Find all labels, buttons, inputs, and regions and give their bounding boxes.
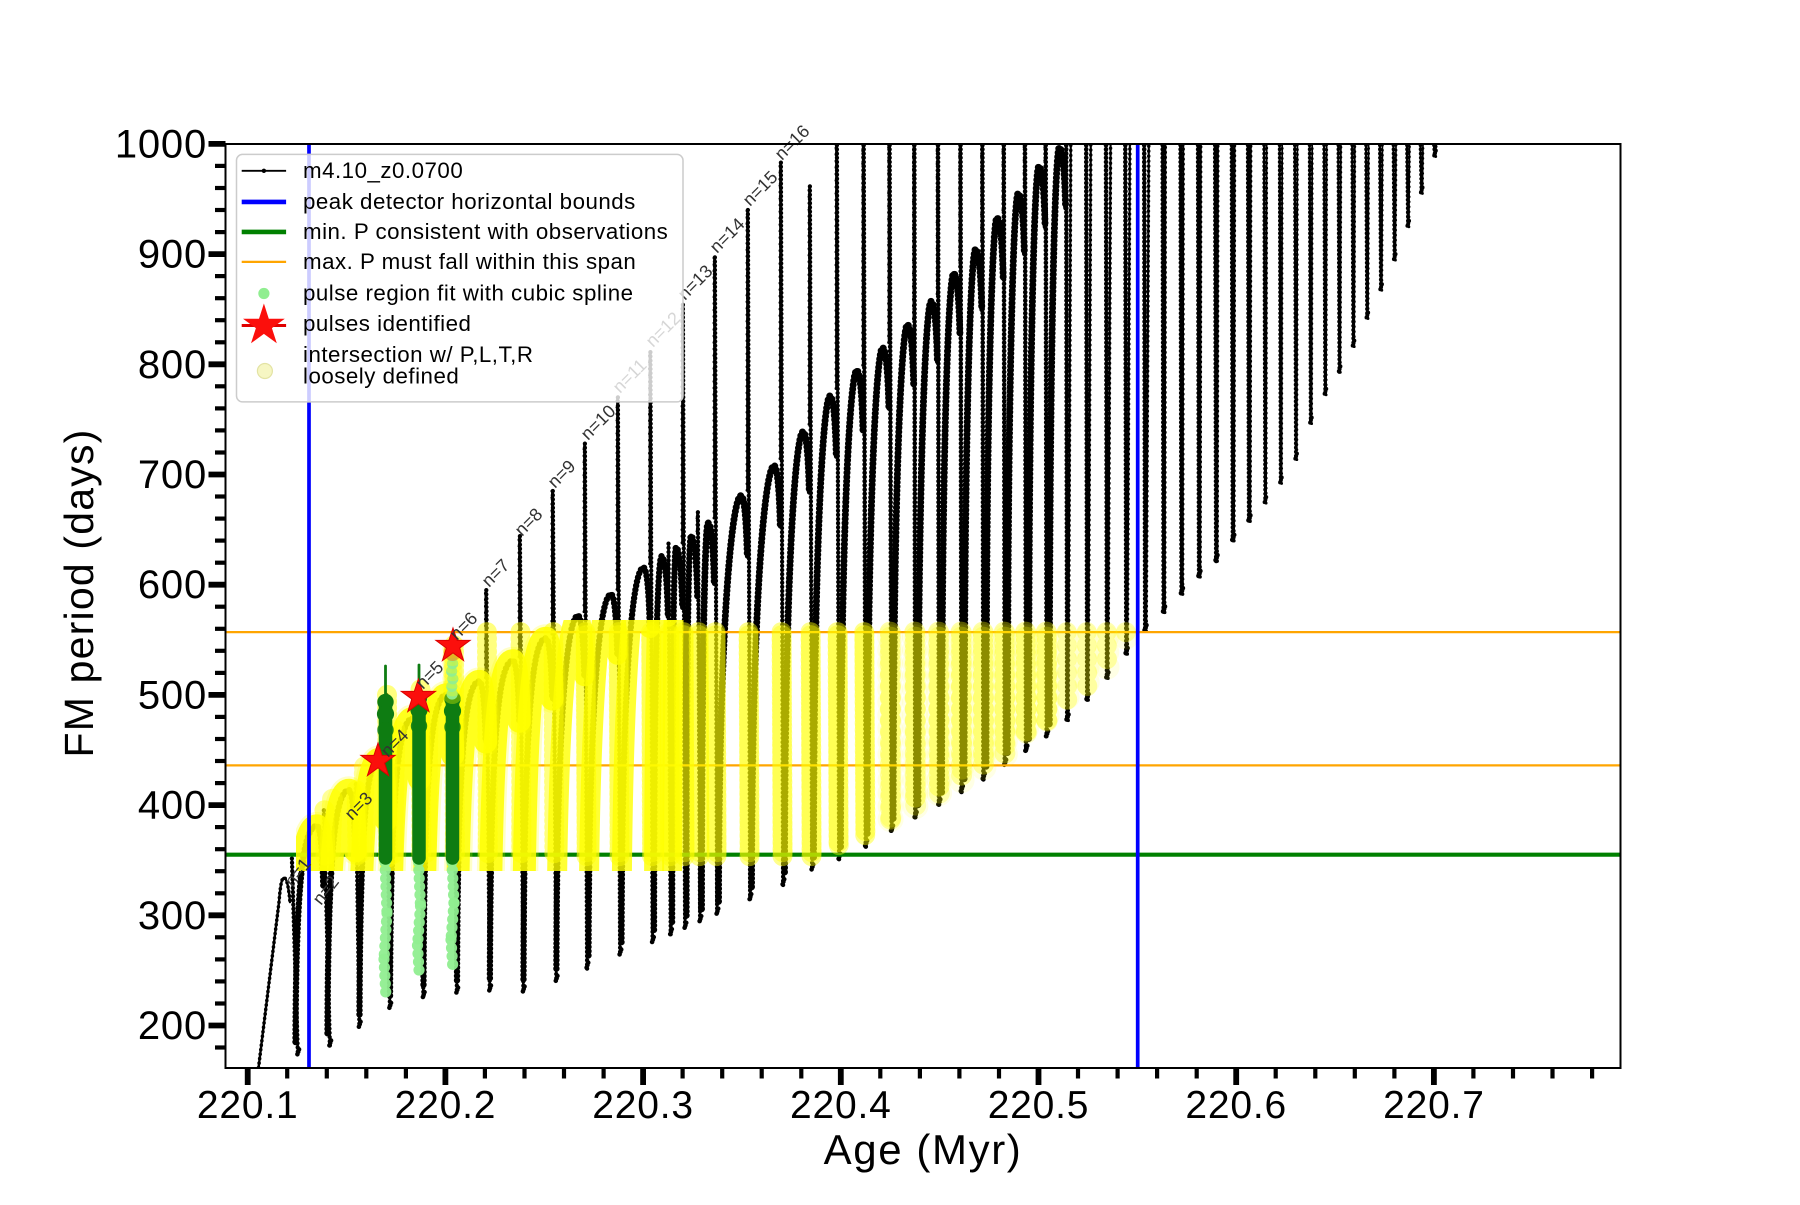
- svg-text:400: 400: [138, 784, 207, 828]
- svg-text:FM period (days): FM period (days): [56, 428, 102, 757]
- svg-text:min. P consistent with observa: min. P consistent with observations: [303, 219, 668, 244]
- svg-text:220.6: 220.6: [1185, 1084, 1287, 1127]
- svg-text:220.4: 220.4: [790, 1084, 892, 1127]
- svg-text:intersection w/ P,L,T,R: intersection w/ P,L,T,R: [303, 342, 533, 367]
- svg-text:600: 600: [138, 563, 207, 607]
- svg-text:pulses identified: pulses identified: [303, 311, 471, 336]
- svg-text:1000: 1000: [115, 122, 207, 166]
- svg-text:m4.10_z0.0700: m4.10_z0.0700: [303, 158, 463, 183]
- svg-text:700: 700: [138, 453, 207, 497]
- svg-text:500: 500: [138, 673, 207, 717]
- svg-text:300: 300: [138, 894, 207, 938]
- svg-text:peak detector horizontal bound: peak detector horizontal bounds: [303, 189, 636, 214]
- svg-text:220.2: 220.2: [395, 1084, 497, 1127]
- svg-text:Age (Myr): Age (Myr): [824, 1126, 1023, 1173]
- svg-text:220.7: 220.7: [1383, 1084, 1485, 1127]
- svg-text:220.3: 220.3: [592, 1084, 694, 1127]
- svg-text:max. P must fall within this s: max. P must fall within this span: [303, 249, 636, 274]
- svg-text:pulse region fit with cubic sp: pulse region fit with cubic spline: [303, 281, 634, 306]
- svg-text:220.1: 220.1: [197, 1084, 299, 1127]
- svg-text:200: 200: [138, 1004, 207, 1048]
- svg-text:800: 800: [138, 343, 207, 387]
- svg-text:loosely defined: loosely defined: [303, 363, 459, 388]
- svg-text:900: 900: [138, 233, 207, 277]
- svg-text:220.5: 220.5: [988, 1084, 1090, 1127]
